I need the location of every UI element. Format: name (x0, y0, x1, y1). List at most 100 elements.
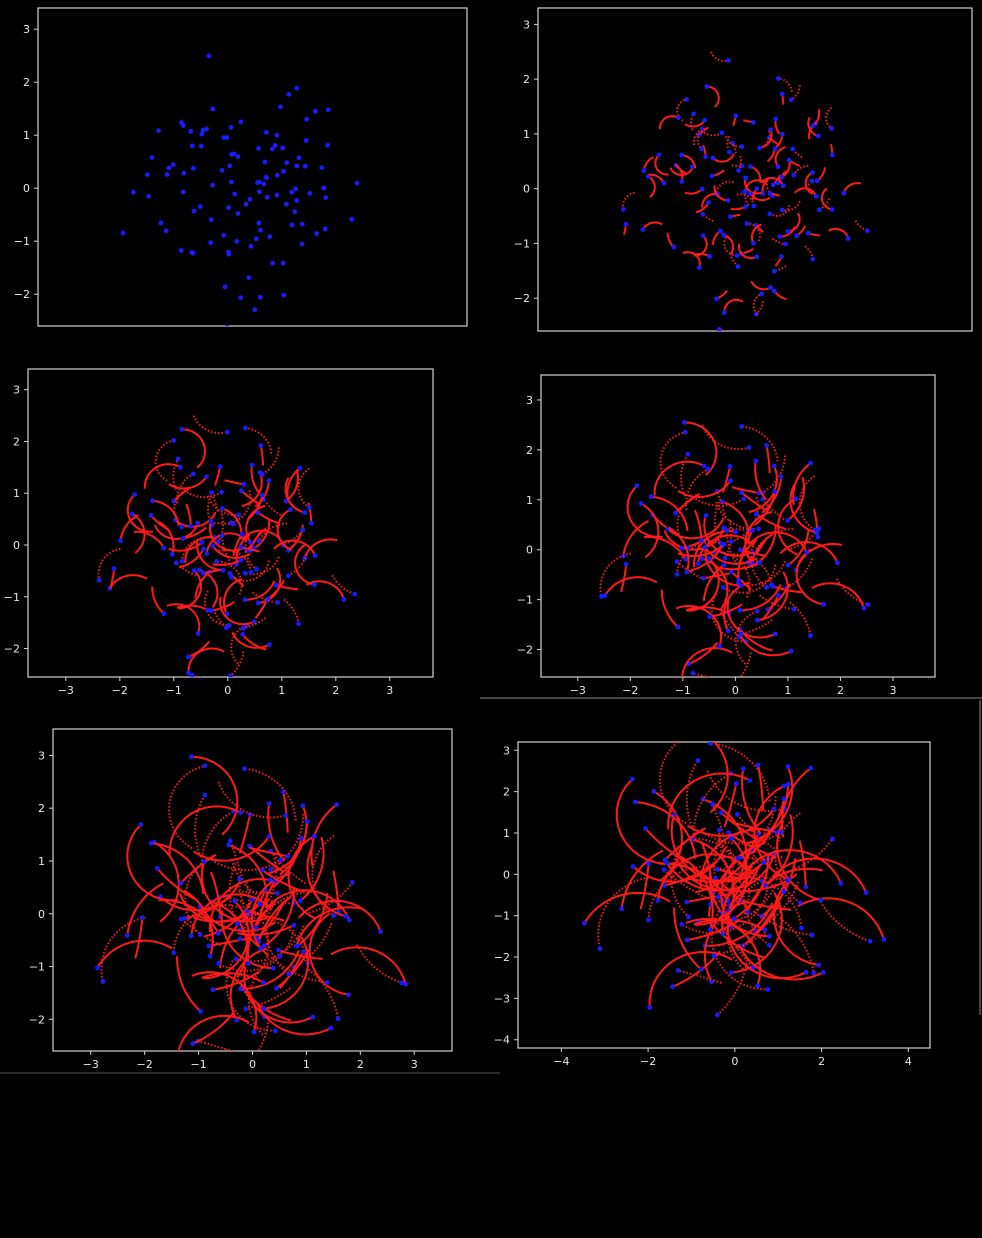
particle-point (228, 124, 234, 130)
particle-point (243, 425, 248, 431)
particle-point (204, 474, 210, 480)
particle-point (779, 207, 785, 213)
x-tick-label: 0 (249, 1058, 256, 1071)
particle-point (779, 254, 784, 259)
particle-point (258, 294, 263, 300)
y-tick-label: 3 (526, 394, 533, 407)
trajectory-line (306, 580, 345, 600)
trajectory-line (176, 956, 202, 1013)
particle-point (206, 53, 212, 59)
particle-point (324, 980, 330, 985)
trajectory-line (355, 944, 403, 984)
particle-point (861, 605, 867, 611)
particle-point (706, 200, 711, 206)
y-tick-label: 2 (38, 802, 45, 815)
particle-point (238, 119, 244, 125)
particle-point (721, 232, 727, 238)
particle-point (314, 231, 320, 236)
particle-point (257, 189, 262, 195)
particle-point (809, 932, 815, 938)
particle-point (284, 160, 290, 166)
particle-point (178, 880, 184, 886)
particle-point (258, 946, 264, 951)
particle-point (181, 170, 187, 176)
trajectory-line (176, 473, 194, 504)
particle-point (731, 916, 737, 921)
trajectory-line (283, 598, 300, 624)
particle-point (247, 196, 253, 202)
chart-panel-5: −2 −1 0 1 2 3 −3 −2 −1 0 1 2 3 (29, 728, 453, 1071)
trajectory-line (331, 574, 356, 595)
particle-point (328, 1025, 334, 1031)
trajectory-line (660, 589, 679, 628)
particle-point (303, 138, 309, 143)
particle-point (719, 130, 725, 136)
particle-point (259, 492, 265, 498)
particle-point (227, 163, 233, 169)
trajectory-line (654, 154, 669, 176)
trajectory-line (700, 841, 714, 893)
particle-point (335, 1016, 341, 1022)
particle-point (186, 670, 191, 676)
trajectory-line (621, 191, 635, 210)
x-tick-label: 2 (357, 1058, 364, 1071)
particle-point (288, 507, 293, 512)
trajectory-line (666, 862, 754, 892)
trajectory-line (651, 495, 689, 532)
particle-point (289, 189, 295, 195)
trajectory-line (737, 155, 742, 171)
particle-point (728, 478, 733, 484)
particle-point (304, 819, 310, 824)
trajectory-line (854, 220, 868, 232)
trajectory-line (681, 154, 697, 169)
x-tick-label: 2 (332, 684, 339, 697)
trajectory-line (134, 530, 165, 549)
particle-point (682, 420, 687, 425)
particle-point (124, 933, 130, 938)
trajectory-line (761, 476, 783, 514)
particle-point (246, 961, 252, 966)
particle-point (378, 929, 383, 934)
particle-point (720, 585, 726, 590)
trajectory-line (774, 118, 781, 135)
x-tick-label: −1 (166, 684, 182, 697)
trajectory-line (684, 421, 718, 476)
trajectory-line (257, 511, 280, 525)
trajectory-line (211, 600, 236, 612)
plot-area (120, 53, 360, 326)
trajectory-line (201, 972, 264, 984)
particle-point (785, 878, 790, 883)
particle-point (248, 569, 254, 575)
particle-point (747, 778, 753, 783)
particle-point (754, 254, 760, 260)
particle-point (296, 621, 302, 627)
trajectory-line (252, 591, 278, 604)
particle-point (204, 126, 210, 132)
particle-point (641, 168, 647, 174)
trajectory-line (686, 918, 741, 941)
particle-point (283, 813, 288, 818)
particle-point (684, 899, 690, 905)
trajectory-line (804, 245, 814, 260)
particle-point (648, 494, 654, 500)
y-tick-label: −1 (29, 961, 45, 974)
y-tick-label: −2 (14, 288, 30, 301)
particle-point (820, 970, 826, 975)
particle-point (190, 250, 196, 256)
trajectory-line (782, 201, 801, 212)
trajectory-line (221, 535, 231, 562)
particle-point (242, 766, 247, 772)
particle-point (742, 189, 747, 195)
trajectory-line (284, 477, 306, 514)
particle-point (216, 539, 221, 545)
particle-point (255, 510, 261, 516)
particle-point (210, 106, 216, 112)
particle-point (736, 168, 741, 174)
particle-point (256, 146, 261, 151)
particle-point (704, 84, 710, 89)
particle-point (261, 1006, 267, 1012)
trajectory-line (689, 113, 695, 131)
particle-point (835, 560, 840, 566)
particle-point (685, 451, 691, 457)
trajectory-line (287, 553, 308, 577)
